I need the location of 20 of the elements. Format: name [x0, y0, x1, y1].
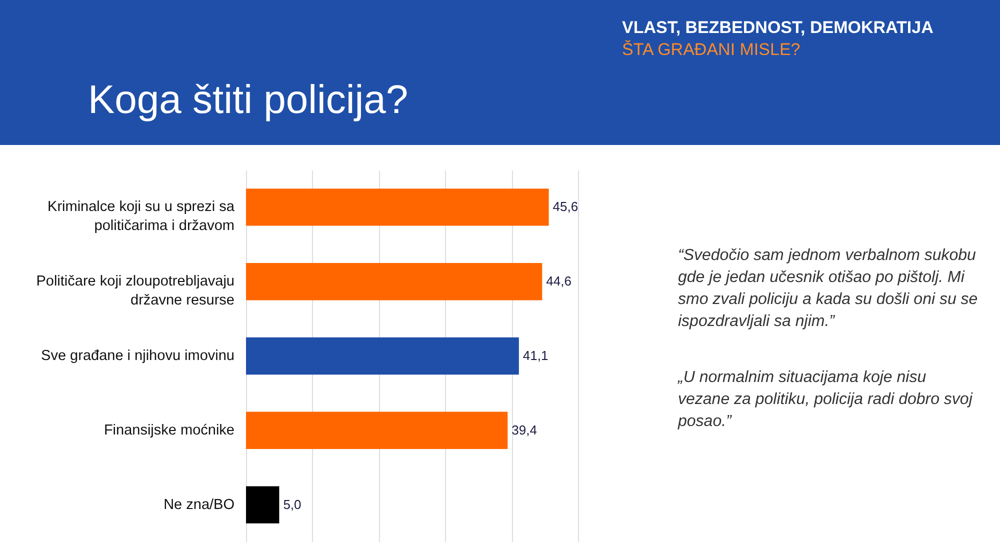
data-label: 44,6: [546, 274, 572, 289]
data-label: 5,0: [283, 496, 302, 512]
text: „U normalnim situacijama koje nisu vezane za politiku, policija radi dobro svoj posao.”: [678, 368, 974, 432]
bar: [246, 486, 280, 524]
y-tick-label: Sve građane i njihovu imovinu: [41, 348, 234, 364]
bar: [246, 412, 508, 449]
text: ŠTA GRAĐANI MISLE?: [622, 40, 800, 60]
y-tick-label: Ne zna/BO: [164, 496, 234, 513]
y-tick-label: Kriminalce koji su u sprezi sa političarima i državom: [48, 199, 236, 234]
data-label: 41,1: [522, 348, 548, 363]
chart-title: Koga štiti policija?: [88, 78, 408, 123]
bar: [246, 263, 542, 300]
y-tick-label: Političare koji zloupotrebljavaju državne resurse: [36, 274, 234, 309]
data-label: 45,6: [552, 199, 578, 214]
data-label: 39,4: [512, 422, 537, 438]
bar: [246, 337, 519, 375]
text: VLAST, BEZBEDNOST, DEMOKRATIJA: [622, 18, 934, 38]
y-tick-label: Finansijske moćnike: [104, 422, 234, 438]
text: “Svedočio sam jednom verbalnom sukobu gde je jedan učesnik otišao po pištolj. Mi smo zvali policiju a kada su došli oni su se ispozdravljali sa njim.”: [678, 246, 978, 332]
bar: [246, 188, 549, 226]
